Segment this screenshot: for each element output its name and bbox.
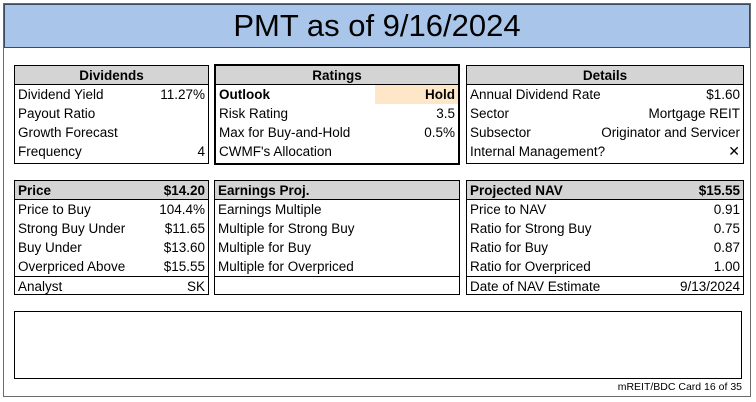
earnings-header-label: Earnings Proj. [218, 183, 310, 198]
sector-row: Sector Mortgage REIT [467, 104, 743, 123]
sector-label: Sector [470, 106, 510, 121]
nav-date-value: 9/13/2024 [679, 279, 740, 294]
buy-under-row: Buy Under $13.60 [15, 238, 208, 257]
overpriced-above-label: Overpriced Above [18, 259, 126, 274]
risk-rating-label: Risk Rating [219, 106, 289, 121]
current-price-value: $14.20 [163, 183, 205, 198]
ratio-overpriced-value: 1.00 [713, 259, 740, 274]
buy-under-label: Buy Under [18, 240, 82, 255]
ratio-strong-buy-row: Ratio for Strong Buy 0.75 [467, 219, 743, 238]
outlook-row: Outlook Hold [216, 85, 458, 104]
price-to-buy-label: Price to Buy [18, 202, 91, 217]
overpriced-above-value: $15.55 [163, 259, 205, 274]
price-to-buy-value: 104.4% [159, 202, 205, 217]
outlook-value: Hold [375, 85, 458, 104]
internal-management-row: Internal Management? ✕ [467, 142, 743, 161]
outlook-label: Outlook [219, 87, 270, 102]
price-header-label: Price [18, 183, 52, 198]
ratio-overpriced-row: Ratio for Overpriced 1.00 [467, 257, 743, 276]
earnings-empty-row [215, 276, 459, 295]
multiple-buy-label: Multiple for Buy [218, 240, 312, 255]
earnings-panel: Earnings Proj. Earnings Multiple Multipl… [214, 180, 460, 295]
nav-header-label: Projected NAV [470, 183, 563, 198]
dividends-panel: Dividends Dividend Yield 11.27% Payout R… [14, 65, 209, 164]
max-buy-hold-row: Max for Buy-and-Hold 0.5% [216, 123, 458, 142]
card-counter: mREIT/BDC Card 16 of 35 [617, 381, 742, 393]
cwmf-allocation-row: CWMF's Allocation [216, 142, 458, 161]
max-buy-hold-value: 0.5% [424, 125, 455, 140]
nav-date-row: Date of NAV Estimate 9/13/2024 [467, 276, 743, 295]
price-panel: Price $14.20 Price to Buy 104.4% Strong … [14, 180, 209, 295]
strong-buy-under-label: Strong Buy Under [18, 221, 126, 236]
ratings-header: Ratings [216, 66, 458, 85]
subsector-value: Originator and Servicer [601, 125, 740, 140]
dividend-yield-row: Dividend Yield 11.27% [15, 85, 208, 104]
risk-rating-value: 3.5 [436, 106, 455, 121]
dividend-yield-label: Dividend Yield [18, 87, 104, 102]
nav-panel: Projected NAV $15.55 Price to NAV 0.91 R… [466, 180, 744, 295]
overpriced-above-row: Overpriced Above $15.55 [15, 257, 208, 276]
page-title: PMT as of 9/16/2024 [4, 4, 750, 48]
price-to-nav-value: 0.91 [713, 202, 740, 217]
earnings-multiple-row: Earnings Multiple [215, 200, 459, 219]
multiple-strong-buy-row: Multiple for Strong Buy [215, 219, 459, 238]
nav-header: Projected NAV $15.55 [467, 181, 743, 200]
ratio-buy-label: Ratio for Buy [470, 240, 549, 255]
details-panel: Details Annual Dividend Rate $1.60 Secto… [466, 65, 744, 164]
annual-dividend-rate-row: Annual Dividend Rate $1.60 [467, 85, 743, 104]
risk-rating-row: Risk Rating 3.5 [216, 104, 458, 123]
strong-buy-under-value: $11.65 [164, 221, 205, 236]
multiple-overpriced-label: Multiple for Overpriced [218, 259, 354, 274]
ratio-strong-buy-value: 0.75 [713, 221, 740, 236]
details-header: Details [467, 66, 743, 85]
frequency-label: Frequency [18, 144, 82, 159]
annual-dividend-rate-value: $1.60 [706, 87, 740, 102]
multiple-strong-buy-label: Multiple for Strong Buy [218, 221, 355, 236]
frequency-value: 4 [197, 144, 205, 159]
subsector-row: Subsector Originator and Servicer [467, 123, 743, 142]
payout-ratio-row: Payout Ratio [15, 104, 208, 123]
price-to-nav-label: Price to NAV [470, 202, 547, 217]
x-mark-icon: ✕ [728, 143, 740, 159]
ratio-strong-buy-label: Ratio for Strong Buy [470, 221, 592, 236]
multiple-buy-row: Multiple for Buy [215, 238, 459, 257]
frequency-row: Frequency 4 [15, 142, 208, 161]
internal-management-label: Internal Management? [470, 144, 606, 159]
growth-forecast-label: Growth Forecast [18, 125, 118, 140]
ratings-panel: Ratings Outlook Hold Risk Rating 3.5 Max… [214, 64, 460, 165]
earnings-multiple-label: Earnings Multiple [218, 202, 322, 217]
annual-dividend-rate-label: Annual Dividend Rate [470, 87, 601, 102]
price-to-nav-row: Price to NAV 0.91 [467, 200, 743, 219]
analyst-label: Analyst [18, 279, 63, 294]
analyst-row: Analyst SK [15, 276, 208, 295]
strong-buy-under-row: Strong Buy Under $11.65 [15, 219, 208, 238]
price-header: Price $14.20 [15, 181, 208, 200]
notes-box [14, 311, 742, 379]
ratio-buy-value: 0.87 [713, 240, 740, 255]
cwmf-allocation-label: CWMF's Allocation [219, 144, 332, 159]
dividends-header: Dividends [15, 66, 208, 85]
dividend-yield-value: 11.27% [160, 87, 205, 102]
payout-ratio-label: Payout Ratio [18, 106, 96, 121]
ratio-overpriced-label: Ratio for Overpriced [470, 259, 591, 274]
analyst-value: SK [186, 279, 205, 294]
subsector-label: Subsector [470, 125, 531, 140]
projected-nav-value: $15.55 [698, 183, 740, 198]
ratio-buy-row: Ratio for Buy 0.87 [467, 238, 743, 257]
multiple-overpriced-row: Multiple for Overpriced [215, 257, 459, 276]
nav-date-label: Date of NAV Estimate [470, 279, 601, 294]
sector-value: Mortgage REIT [648, 106, 740, 121]
max-buy-hold-label: Max for Buy-and-Hold [219, 125, 351, 140]
growth-forecast-row: Growth Forecast [15, 123, 208, 142]
buy-under-value: $13.60 [163, 240, 205, 255]
price-to-buy-row: Price to Buy 104.4% [15, 200, 208, 219]
earnings-header: Earnings Proj. [215, 181, 459, 200]
